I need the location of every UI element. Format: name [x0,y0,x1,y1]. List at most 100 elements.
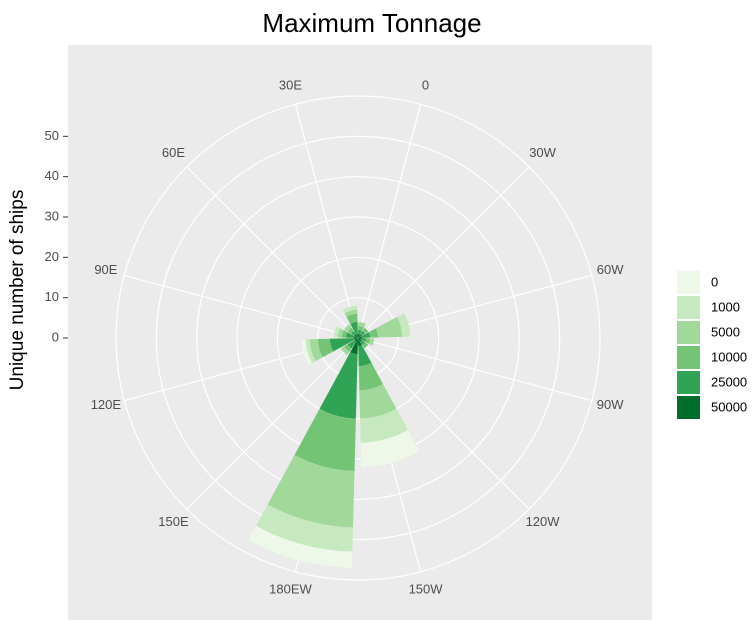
bar-segment [358,321,366,328]
bar-segment [350,321,358,335]
bar-segment [347,340,356,349]
bar-segment [354,334,358,338]
angle-label: 90W [597,397,624,412]
legend-swatch [677,346,700,369]
bar-segment [358,329,362,335]
bar-segment [255,504,354,552]
grid-circle [115,95,601,581]
chart-title: Maximum Tonnage [262,8,481,38]
y-tick-label: 20 [45,249,59,264]
angle-label: 0 [422,77,429,92]
legend-swatch [677,271,700,294]
bar-segment [361,332,371,338]
bar-segment [362,327,369,334]
angle-label: 150E [158,514,189,529]
bar-segment [342,305,358,314]
legend-label: 5000 [711,324,740,339]
grid-spoke [124,274,359,339]
angle-label: 180EW [269,582,312,597]
bar-segment [346,313,358,324]
bar-segment [341,330,348,338]
legend-swatch [677,321,700,344]
bar-segment [340,346,350,356]
bar-segment [317,338,334,358]
legend-label: 10000 [711,349,747,364]
y-axis-label: Unique number of ships [7,190,28,391]
y-tick-label: 40 [45,168,59,183]
bar-segment [267,454,355,528]
grid-circle [276,256,440,420]
angle-label: 90E [94,262,117,277]
bar-segment [368,328,379,338]
angle-label: 60E [162,145,185,160]
bar-segment [360,408,409,443]
legend-swatch [677,371,700,394]
grid-spoke [294,104,359,339]
bar-segment [358,338,363,340]
bar-segment [344,344,352,352]
bar-segment [358,338,362,342]
bar-segment [358,336,363,338]
bar-segment [361,338,367,342]
y-tick-label: 0 [52,329,59,344]
legend-label: 25000 [711,374,747,389]
grid-circle [236,216,480,460]
bar-segment [329,338,355,352]
bar-segment [344,309,358,317]
bar-segment [358,362,384,391]
bar-segment [358,325,364,331]
angle-label: 120E [91,397,122,412]
angle-label: 150W [409,582,444,597]
bar-segment [337,328,344,338]
bar-segment [305,339,316,364]
grid-spoke [357,337,592,402]
legend-label: 1000 [711,299,740,314]
angle-label: 30E [279,77,302,92]
grid-spoke [357,337,530,510]
angle-label: 30W [529,145,556,160]
grid-circle [317,297,399,379]
grid-spoke [357,104,422,339]
grid-spoke [186,166,359,339]
bar-segment [375,316,403,338]
legend-swatch [677,396,700,419]
grid-circle [155,135,561,541]
bar-segment [354,338,358,342]
grid-circle [196,176,520,500]
bar-segment [358,334,362,338]
bar-segment [358,338,362,347]
bar-segment [360,331,365,336]
bar-segment [309,339,323,362]
bar-segment [350,338,358,355]
angle-label: 120W [526,514,561,529]
grid-spoke [357,166,530,339]
bar-segment [358,333,360,338]
bar-segment [358,345,372,367]
bar-segment [344,324,352,332]
bar-segment [319,352,358,419]
bar-segment [347,327,354,334]
bar-segment [356,333,358,338]
bar-segment [301,339,312,365]
bar-segment [353,338,358,340]
y-tick-label: 50 [45,128,59,143]
legend-swatch [677,296,700,319]
bar-segment [359,384,397,419]
bar-segment [360,430,420,468]
legend-label: 0 [711,274,718,289]
bar-segment [365,338,371,344]
bar-segment [368,338,375,346]
bar-segment [360,340,365,345]
angle-label: 60W [597,262,624,277]
bar-segment [351,331,356,336]
bar-segment [396,312,411,337]
bar-segment [248,525,353,568]
bar-segment [333,326,341,338]
bar-segment [345,332,355,338]
bar-segment [362,342,369,349]
grid-spoke [186,337,359,510]
y-tick-label: 30 [45,208,59,223]
y-tick-label: 10 [45,289,59,304]
bar-segment [294,408,356,472]
